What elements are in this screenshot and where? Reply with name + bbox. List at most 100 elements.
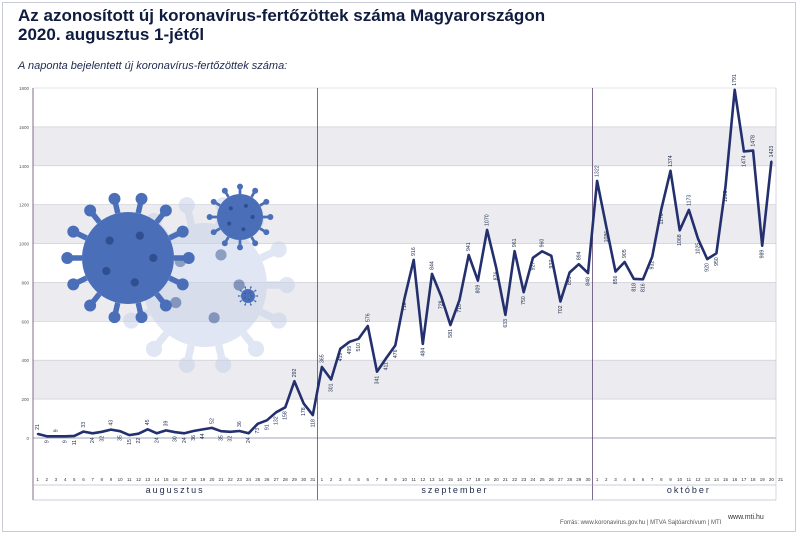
data-point <box>522 291 525 294</box>
data-point <box>100 430 103 433</box>
data-label: 32 <box>99 436 105 442</box>
data-label: 876 <box>494 272 500 281</box>
x-tick-label: 17 <box>741 477 747 482</box>
x-tick-label: 29 <box>292 477 298 482</box>
data-point <box>706 258 709 261</box>
data-label: 24 <box>182 437 188 443</box>
data-point <box>192 430 195 432</box>
data-label: 916 <box>411 247 417 256</box>
data-label: 158 <box>283 411 289 420</box>
data-point <box>568 271 571 274</box>
data-label: 1173 <box>686 195 692 206</box>
x-tick-label: 26 <box>549 477 555 482</box>
data-label: 45 <box>145 419 151 425</box>
data-point <box>742 150 745 153</box>
x-tick-label: 26 <box>264 477 270 482</box>
x-tick-label: 20 <box>209 477 215 482</box>
data-label: 15 <box>127 439 133 445</box>
data-label: 52 <box>209 418 215 424</box>
data-label: 1293 <box>723 190 729 202</box>
data-point <box>256 422 259 425</box>
data-point <box>467 254 470 256</box>
x-tick-label: 18 <box>751 477 757 482</box>
data-point <box>614 270 617 273</box>
data-label: 1086 <box>604 231 610 243</box>
data-point <box>376 370 378 373</box>
data-label: 44 <box>200 433 206 439</box>
data-label: 22 <box>136 438 142 444</box>
data-point <box>73 434 76 437</box>
data-point <box>403 297 406 300</box>
data-point <box>394 344 397 347</box>
x-tick-label: 13 <box>145 477 151 482</box>
virus-illustration <box>61 183 295 373</box>
x-tick-label: 24 <box>246 477 252 482</box>
data-label: 510 <box>356 343 362 352</box>
x-tick-label: 13 <box>430 477 436 482</box>
x-tick-label: 11 <box>687 477 692 482</box>
data-label: 856 <box>613 275 619 284</box>
x-tick-label: 25 <box>255 477 261 482</box>
x-tick-label: 18 <box>475 477 481 482</box>
x-tick-label: 1 <box>36 477 39 482</box>
data-point <box>210 426 213 429</box>
data-label: 411 <box>384 362 390 370</box>
data-label: 920 <box>705 263 711 272</box>
data-label: 932 <box>650 261 656 270</box>
data-label: 24 <box>246 437 252 443</box>
y-tick-label: 400 <box>21 358 29 363</box>
x-tick-label: 17 <box>182 477 188 482</box>
data-label: 365 <box>319 354 325 363</box>
x-tick-label: 4 <box>623 477 626 482</box>
data-label: 905 <box>622 249 628 258</box>
data-label: 816 <box>640 283 646 292</box>
data-point <box>385 357 388 359</box>
data-point <box>330 378 333 381</box>
x-tick-label: 19 <box>200 477 206 482</box>
y-tick-label: 600 <box>21 319 29 324</box>
data-point <box>541 250 543 253</box>
x-tick-label: 20 <box>769 477 775 482</box>
x-tick-label: 27 <box>274 477 280 482</box>
data-label: 848 <box>585 277 591 286</box>
virus-small-icon <box>237 286 259 306</box>
data-point <box>504 314 507 316</box>
data-label: 1474 <box>741 155 747 167</box>
data-point <box>724 185 727 188</box>
data-point <box>229 430 232 433</box>
data-label: 750 <box>521 296 527 305</box>
x-tick-label: 28 <box>567 477 573 482</box>
x-tick-label: 3 <box>339 477 342 482</box>
data-point <box>220 430 222 433</box>
data-label: 844 <box>430 261 436 270</box>
x-tick-label: 2 <box>46 477 49 482</box>
data-label: 1423 <box>769 146 775 158</box>
x-tick-label: 15 <box>723 477 729 482</box>
data-point <box>761 244 764 247</box>
y-tick-label: 1400 <box>19 164 30 169</box>
data-label: 35 <box>219 435 225 441</box>
data-point <box>550 254 553 257</box>
data-point <box>110 428 112 431</box>
data-label: 937 <box>549 260 555 269</box>
x-tick-label: 23 <box>521 477 527 482</box>
x-tick-label: 5 <box>633 477 636 482</box>
x-tick-label: 20 <box>494 477 500 482</box>
data-label: 710 <box>457 304 463 313</box>
data-point <box>302 402 305 405</box>
y-tick-label: 1800 <box>19 86 30 91</box>
data-label: 30 <box>173 436 179 442</box>
x-tick-label: 1 <box>596 477 599 482</box>
data-point <box>275 411 277 414</box>
data-point <box>440 295 443 298</box>
data-label: 73 <box>255 428 261 434</box>
data-label: 941 <box>466 242 472 251</box>
x-tick-label: 7 <box>91 477 94 482</box>
data-point <box>293 380 296 383</box>
title-line-1: Az azonosított új koronavírus-fertőzötte… <box>18 6 546 25</box>
grid-band <box>33 360 776 400</box>
data-label: 43 <box>108 420 114 426</box>
x-tick-label: 18 <box>191 477 197 482</box>
data-label: 24 <box>90 437 96 443</box>
